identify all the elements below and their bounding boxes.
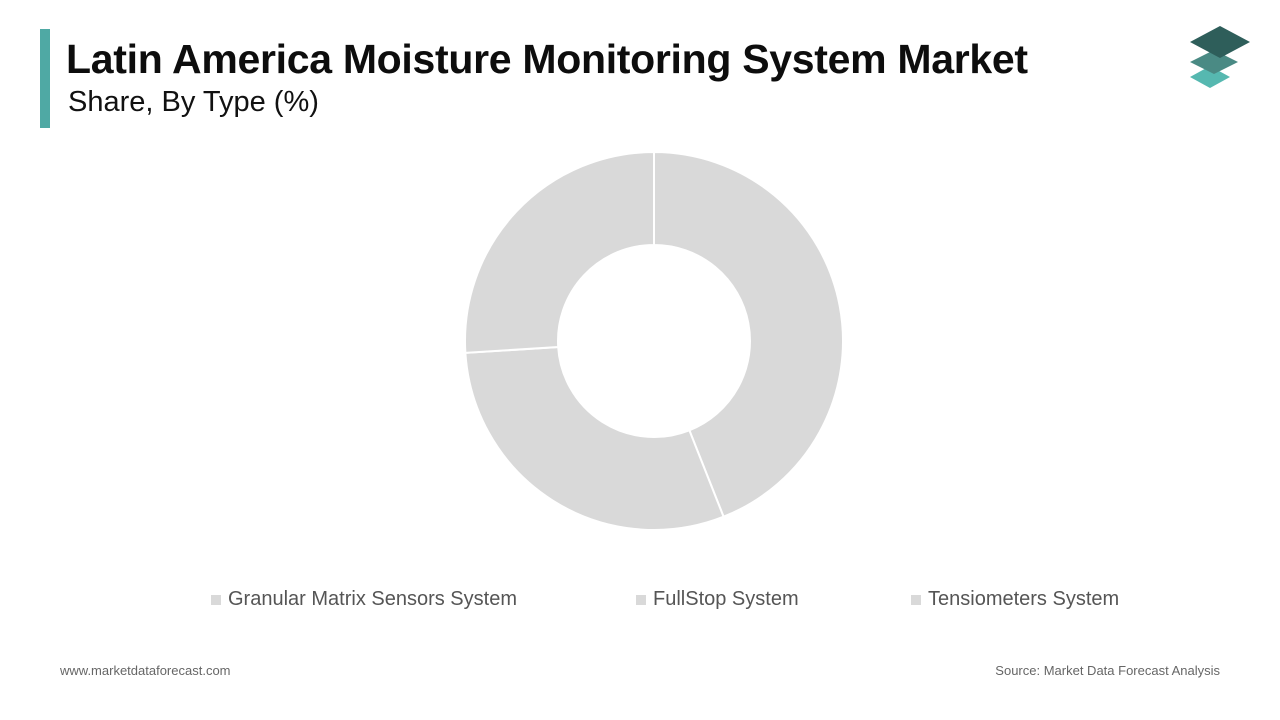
chart-title: Latin America Moisture Monitoring System…: [66, 36, 1028, 82]
legend-label: FullStop System: [653, 588, 799, 610]
legend-label: Tensiometers System: [928, 588, 1120, 610]
logo-layer-bottom: [1190, 66, 1230, 88]
footer-website: www.marketdataforecast.com: [60, 663, 231, 678]
donut-slice-3: [464, 150, 655, 354]
legend-swatch: [636, 594, 646, 605]
legend-item: FullStop System: [636, 588, 799, 611]
logo-layer-middle: [1190, 50, 1238, 74]
legend-swatch: [211, 594, 221, 605]
legend-label: Granular Matrix Sensors System: [228, 588, 517, 610]
stacked-layers-icon: [1190, 26, 1250, 88]
legend-item: Granular Matrix Sensors System: [211, 588, 517, 611]
legend-item: Tensiometers System: [911, 588, 1119, 611]
title-accent-bar: [40, 29, 50, 128]
donut-slice-2: [464, 345, 725, 531]
donut-slice-1: [653, 150, 844, 519]
chart-subtitle: Share, By Type (%): [68, 86, 319, 118]
legend-swatch: [911, 594, 921, 605]
donut-chart: [464, 150, 844, 531]
chart-legend: Granular Matrix Sensors System FullStop S…: [0, 588, 1280, 616]
footer-source: Source: Market Data Forecast Analysis: [995, 663, 1220, 678]
logo-layer-top: [1190, 26, 1250, 58]
